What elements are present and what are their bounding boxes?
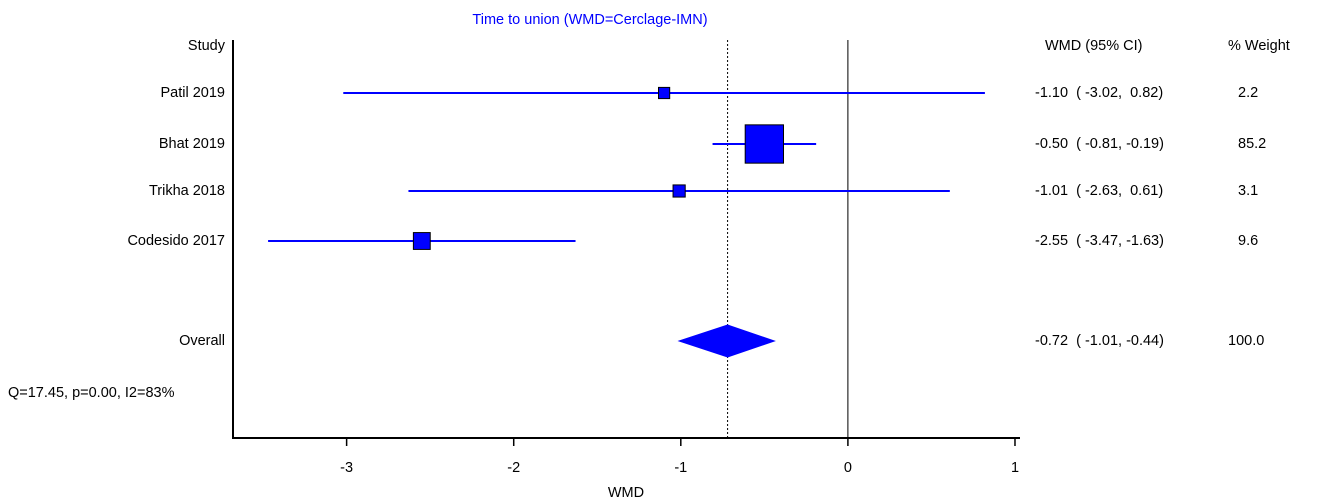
effect-square xyxy=(672,184,686,198)
weight-header: % Weight xyxy=(1228,38,1290,54)
heterogeneity: Q=17.45, p=0.00, I2=83% xyxy=(8,385,175,401)
weight-label: 2.2 xyxy=(1238,85,1258,101)
effect-square xyxy=(412,232,431,250)
study-label: Trikha 2018 xyxy=(149,183,225,199)
ci-header: WMD (95% CI) xyxy=(1045,38,1142,54)
x-tick-label: 0 xyxy=(844,460,852,476)
effect-square xyxy=(657,86,671,100)
overall-ci-label: -0.72 ( -1.01, -0.44) xyxy=(1035,333,1164,349)
overall-weight-label: 100.0 xyxy=(1228,333,1264,349)
chart-title: Time to union (WMD=Cerclage-IMN) xyxy=(472,12,707,28)
effect-square xyxy=(744,124,785,164)
weight-label: 3.1 xyxy=(1238,183,1258,199)
x-tick-label: 1 xyxy=(1011,460,1019,476)
x-axis-label: WMD xyxy=(608,485,644,501)
weight-label: 9.6 xyxy=(1238,233,1258,249)
ci-label: -2.55 ( -3.47, -1.63) xyxy=(1035,233,1164,249)
study-label: Bhat 2019 xyxy=(159,136,225,152)
overall-diamond xyxy=(677,324,776,358)
x-tick-label: -1 xyxy=(674,460,687,476)
overall-label: Overall xyxy=(179,333,225,349)
weight-label: 85.2 xyxy=(1238,136,1266,152)
x-tick-label: -2 xyxy=(507,460,520,476)
x-tick-label: -3 xyxy=(340,460,353,476)
ci-label: -1.10 ( -3.02, 0.82) xyxy=(1035,85,1163,101)
study-label: Codesido 2017 xyxy=(127,233,225,249)
ci-label: -0.50 ( -0.81, -0.19) xyxy=(1035,136,1164,152)
ci-label: -1.01 ( -2.63, 0.61) xyxy=(1035,183,1163,199)
study-header: Study xyxy=(188,38,226,54)
study-label: Patil 2019 xyxy=(161,85,226,101)
